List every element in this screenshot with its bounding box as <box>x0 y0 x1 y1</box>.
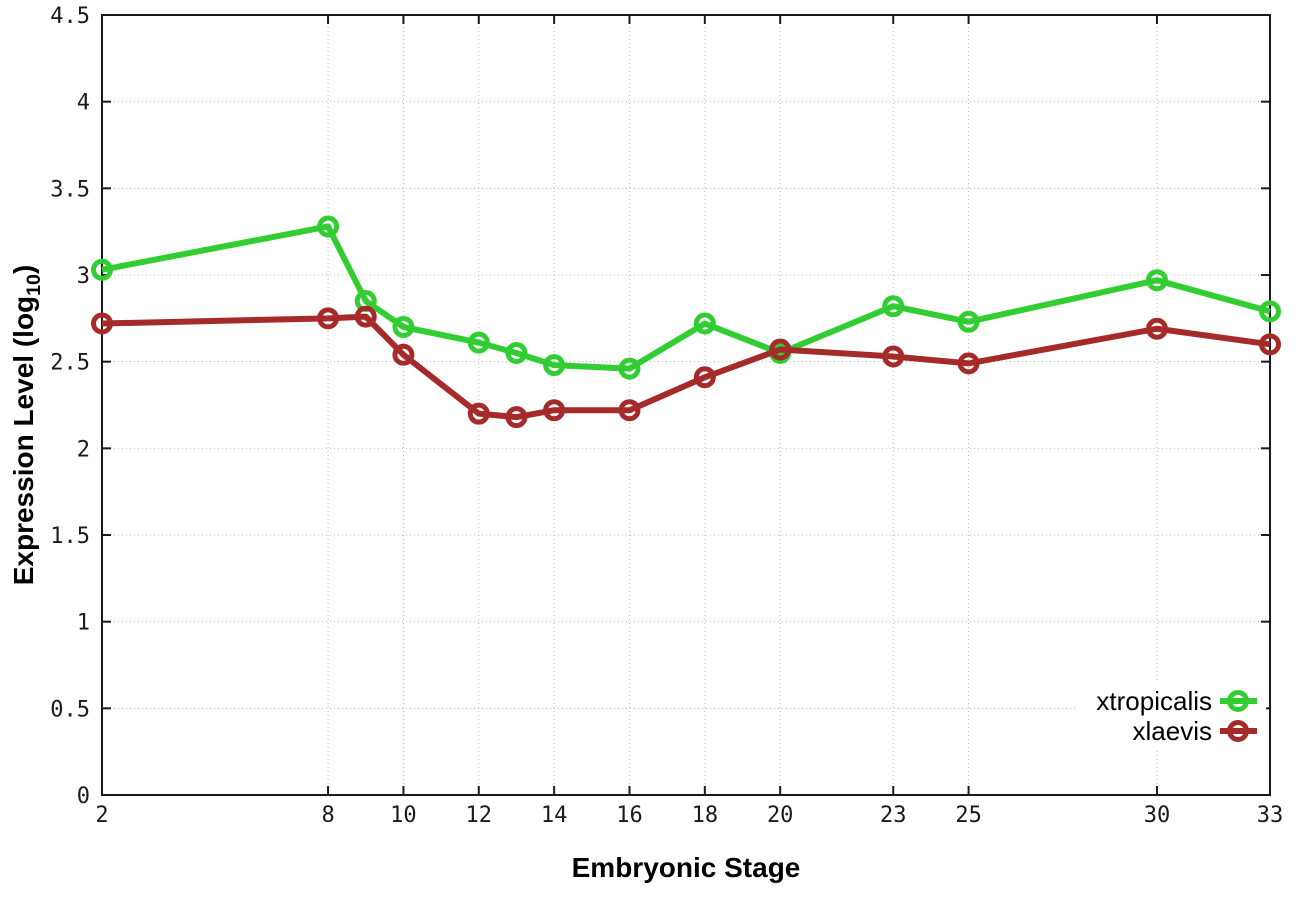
data-point-xlaevis-8 <box>317 307 340 330</box>
legend-label-xlaevis: xlaevis <box>1133 716 1212 746</box>
x-tick-label-2: 2 <box>95 803 108 828</box>
data-point-xlaevis-25 <box>957 352 980 375</box>
data-point-xlaevis-23 <box>882 345 905 368</box>
data-point-xtropicalis-13 <box>505 342 528 364</box>
data-point-xtropicalis-8 <box>317 215 340 238</box>
x-tick-label-8: 8 <box>321 803 334 828</box>
data-point-xlaevis-9 <box>354 305 377 328</box>
data-point-xlaevis-16 <box>618 399 641 422</box>
series-xtropicalis <box>91 215 1281 380</box>
legend-label-xtropicalis: xtropicalis <box>1096 686 1212 716</box>
x-tick-label-33: 33 <box>1257 803 1284 828</box>
y-tick-label-3: 3 <box>77 264 90 289</box>
data-point-xtropicalis-33 <box>1259 300 1281 323</box>
data-point-xlaevis-14 <box>543 399 566 422</box>
x-tick-label-18: 18 <box>692 803 719 828</box>
x-tick-label-23: 23 <box>880 803 907 828</box>
x-tick-label-20: 20 <box>767 803 794 828</box>
data-point-xlaevis-33 <box>1259 333 1281 356</box>
y-tick-label-1.5: 1.5 <box>50 524 90 549</box>
data-point-xlaevis-10 <box>392 343 415 366</box>
x-tick-label-30: 30 <box>1144 803 1171 828</box>
y-axis-title: Expression Level (log10) <box>8 265 46 586</box>
data-point-xtropicalis-10 <box>392 316 415 338</box>
data-point-xlaevis-13 <box>505 406 528 429</box>
y-axis-title-close: ) <box>8 264 40 275</box>
legend-marker-xtropicalis-icon <box>1227 690 1249 712</box>
legend-item-xtropicalis: xtropicalis <box>1096 686 1257 716</box>
y-axis-title-subscript: 10 <box>22 274 45 296</box>
y-tick-label-0: 0 <box>77 784 90 809</box>
data-point-xlaevis-12 <box>467 402 490 425</box>
y-axis-title-text: Expression Level (log <box>8 295 40 586</box>
data-point-xlaevis-2 <box>91 312 113 335</box>
data-point-xtropicalis-16 <box>618 357 641 380</box>
data-point-xtropicalis-12 <box>467 331 490 354</box>
data-point-xlaevis-18 <box>693 366 716 389</box>
x-tick-label-14: 14 <box>541 803 568 828</box>
y-tick-label-3.5: 3.5 <box>50 177 90 202</box>
series-line-xtropicalis <box>101 223 1271 372</box>
data-point-xlaevis-30 <box>1145 317 1168 340</box>
x-axis-title: Embryonic Stage <box>571 852 801 883</box>
y-tick-label-4: 4 <box>77 91 90 116</box>
legend-marker-xlaevis-icon <box>1227 720 1249 742</box>
x-tick-label-12: 12 <box>466 803 493 828</box>
series-xlaevis <box>91 305 1281 429</box>
plot-border <box>101 14 1271 796</box>
data-point-xtropicalis-14 <box>543 354 566 377</box>
x-tick-label-16: 16 <box>616 803 643 828</box>
y-tick-label-4.5: 4.5 <box>50 4 90 29</box>
data-point-xtropicalis-23 <box>882 295 905 318</box>
legend-item-xlaevis: xlaevis <box>1133 716 1257 746</box>
y-tick-label-2.5: 2.5 <box>50 351 90 376</box>
data-point-xtropicalis-18 <box>693 312 716 335</box>
y-tick-label-0.5: 0.5 <box>50 697 90 722</box>
y-tick-label-2: 2 <box>77 437 90 462</box>
data-point-xtropicalis-30 <box>1145 269 1168 292</box>
x-tick-label-25: 25 <box>955 803 982 828</box>
y-tick-label-1: 1 <box>77 611 90 636</box>
data-point-xtropicalis-25 <box>957 310 980 333</box>
x-tick-label-10: 10 <box>390 803 417 828</box>
data-point-xlaevis-20 <box>769 338 792 361</box>
data-point-xtropicalis-2 <box>91 258 113 281</box>
